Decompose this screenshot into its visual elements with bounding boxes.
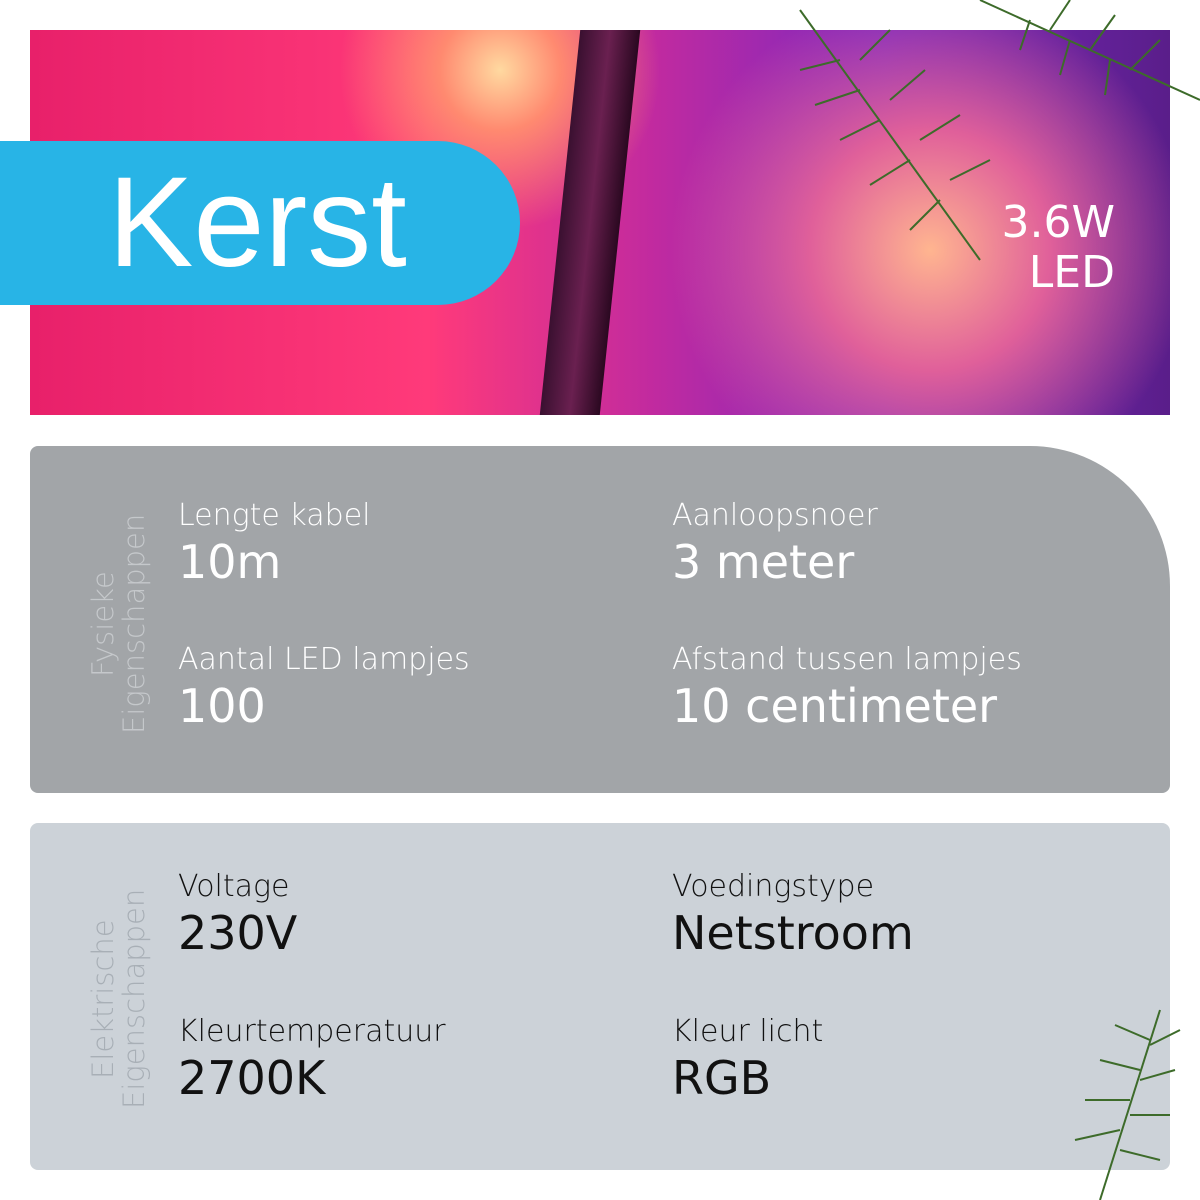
spec-item: Voltage 230V bbox=[178, 869, 297, 960]
spec-label: Afstand tussen lampjes bbox=[672, 642, 1022, 677]
spec-item: Aantal LED lampjes 100 bbox=[178, 642, 470, 733]
spec-value: 3 meter bbox=[672, 535, 855, 589]
title: Kerst bbox=[108, 151, 407, 294]
spec-label: Aanloopsnoer bbox=[672, 498, 878, 533]
power-watt: 3.6W bbox=[1001, 197, 1115, 248]
title-badge: Kerst bbox=[0, 141, 520, 305]
pine-branch-bottom bbox=[1074, 1009, 1181, 1200]
spec-label: Lengte kabel bbox=[178, 498, 371, 533]
electrical-heading: Elektrische Eigenschappen bbox=[86, 888, 151, 1110]
physical-heading: Fysieke Eigenschappen bbox=[86, 513, 151, 735]
power-type: LED bbox=[1028, 247, 1115, 298]
spec-value: Netstroom bbox=[672, 906, 914, 960]
spec-item: Voedingstype Netstroom bbox=[672, 869, 914, 960]
spec-value: 10 centimeter bbox=[672, 679, 998, 733]
physical-properties-panel: Fysieke Eigenschappen Lengte kabel 10m Aa… bbox=[30, 446, 1170, 793]
spec-item: Aanloopsnoer 3 meter bbox=[672, 498, 878, 589]
spec-label: Voltage bbox=[178, 869, 290, 904]
electrical-properties-panel: Elektrische Eigenschappen Voltage 230V Vo… bbox=[30, 823, 1170, 1170]
spec-label: Voedingstype bbox=[672, 869, 875, 904]
spec-label: Kleur licht bbox=[672, 1014, 824, 1049]
spec-value: RGB bbox=[672, 1051, 772, 1105]
spec-item: Lengte kabel 10m bbox=[178, 498, 370, 589]
spec-value: 10m bbox=[178, 535, 282, 589]
spec-item: Kleur licht RGB bbox=[672, 1014, 823, 1105]
spec-item: Afstand tussen lampjes 10 centimeter bbox=[672, 642, 1022, 733]
cable-image bbox=[539, 30, 641, 415]
spec-item: Kleurtemperatuur 2700K bbox=[178, 1014, 446, 1105]
pine-branch-top bbox=[799, 0, 1200, 261]
spec-value: 100 bbox=[178, 679, 266, 733]
spec-label: Aantal LED lampjes bbox=[178, 642, 470, 677]
spec-label: Kleurtemperatuur bbox=[178, 1014, 446, 1049]
spec-value: 230V bbox=[178, 906, 298, 960]
spec-value: 2700K bbox=[178, 1051, 326, 1105]
power-label: 3.6W LED bbox=[1002, 198, 1115, 298]
